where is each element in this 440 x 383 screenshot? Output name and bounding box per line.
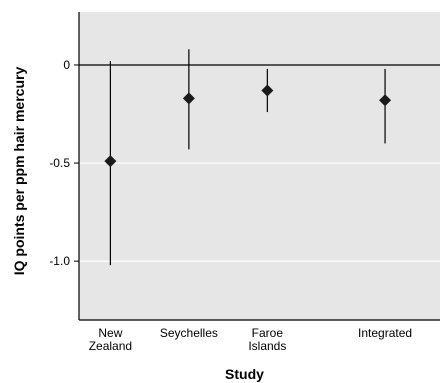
y-tick-label-2: -1.0 <box>49 254 70 268</box>
x-category-label-2: Faroe Islands <box>248 326 286 353</box>
data-point-2 <box>261 84 274 97</box>
x-category-label-line: Integrated <box>358 326 412 340</box>
y-tick-label-0: 0 <box>63 58 70 72</box>
data-point-3 <box>379 94 392 107</box>
x-category-label-line: Faroe <box>252 326 284 340</box>
x-category-label-line: Islands <box>248 339 286 353</box>
x-category-label-line: New <box>98 326 122 340</box>
data-point-1 <box>182 92 195 105</box>
x-axis-title: Study <box>225 366 264 382</box>
x-category-label-3: Integrated <box>358 326 412 340</box>
data-point-0 <box>104 155 117 168</box>
x-category-label-1: Seychelles <box>160 326 218 340</box>
x-category-label-line: Seychelles <box>160 326 218 340</box>
x-category-label-line: Zealand <box>89 339 132 353</box>
y-tick-label-1: -0.5 <box>49 156 70 170</box>
plot-panel <box>79 12 440 320</box>
y-axis-title: IQ points per ppm hair mercury <box>11 67 27 276</box>
x-category-label-0: New Zealand <box>89 326 132 353</box>
